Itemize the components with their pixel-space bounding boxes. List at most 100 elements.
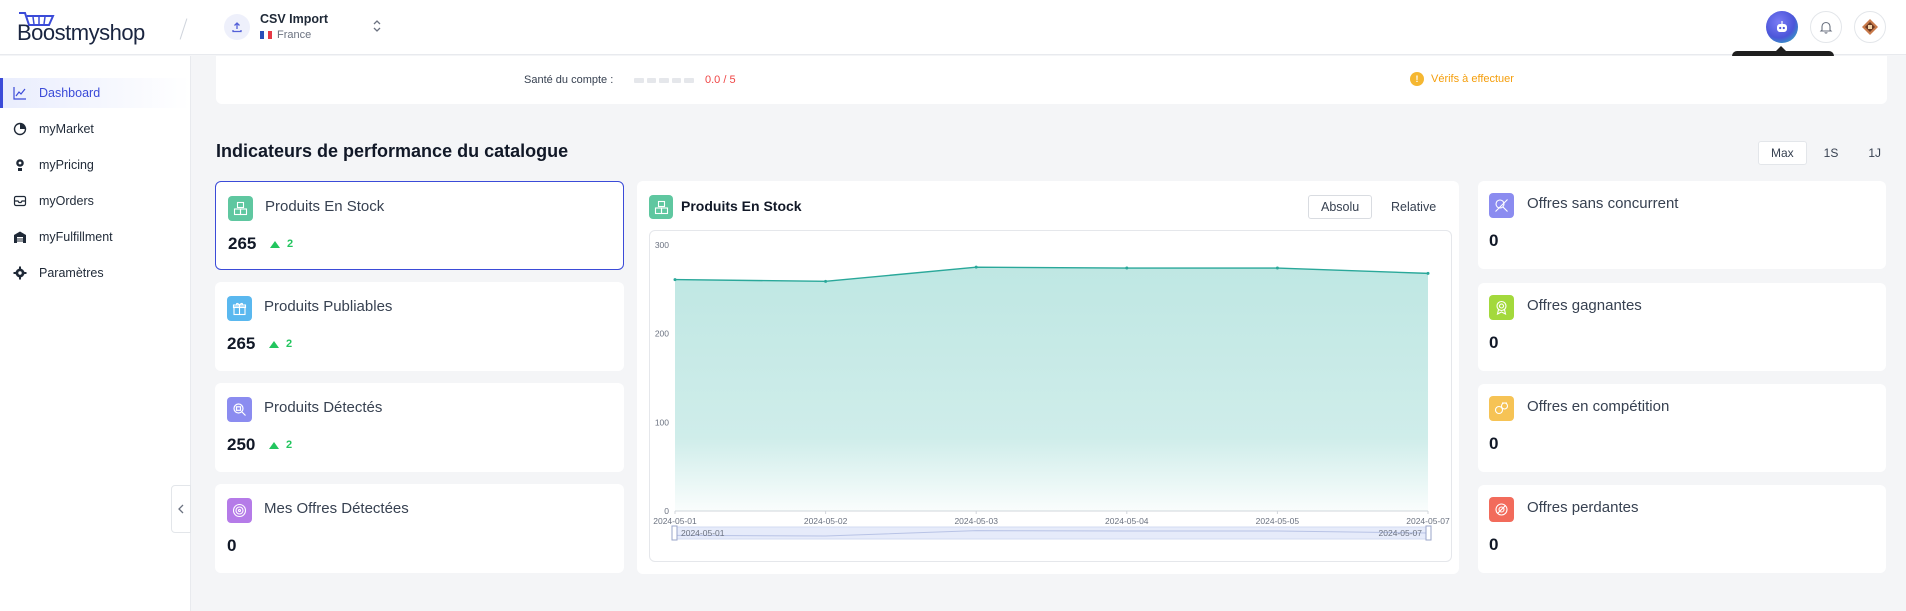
card-title: Mes Offres Détectées: [264, 500, 409, 517]
x-tick-label: 2024-05-07: [1406, 516, 1450, 526]
x-tick-label: 2024-05-02: [804, 516, 848, 526]
card-value: 250: [227, 435, 256, 454]
sidebar-item-mymarket[interactable]: myMarket: [0, 114, 190, 144]
collapse-sidebar-button[interactable]: [171, 485, 191, 533]
zoom-handle-start: [671, 525, 678, 541]
warning-icon: !: [1410, 72, 1424, 86]
x-tick-label: 2024-05-04: [1105, 516, 1149, 526]
y-tick-label: 100: [655, 417, 669, 427]
card-title: Offres sans concurrent: [1527, 195, 1679, 212]
card-value: 0: [227, 536, 237, 555]
card-title: Produits Détectés: [264, 399, 383, 416]
robot-icon: [1777, 21, 1787, 32]
source-selector[interactable]: CSV Import France: [224, 12, 381, 41]
inbox-icon: [13, 194, 27, 208]
data-point: [1426, 271, 1430, 275]
competition-icon: [1489, 396, 1514, 421]
sidebar-item-label: myPricing: [39, 158, 94, 172]
arrow-up-icon: [270, 240, 280, 248]
sidebar-item-label: Paramètres: [39, 266, 104, 280]
assistant-button[interactable]: [1766, 11, 1798, 43]
france-flag-icon: [260, 31, 272, 39]
sidebar-item-dashboard[interactable]: Dashboard: [0, 78, 190, 108]
gear-icon: [13, 266, 27, 280]
account-health-bar: Santé du compte : 0.0 / 5 ! Vérifs à eff…: [216, 56, 1887, 104]
sidebar-item-label: myOrders: [39, 194, 94, 208]
gift-box-icon: [227, 296, 252, 321]
card-produits-publiables[interactable]: Produits Publiables 265 2: [215, 282, 624, 371]
card-value: 0: [1489, 333, 1499, 352]
data-point: [673, 278, 677, 282]
magnifier-icon: [227, 397, 252, 422]
delta-value: 2: [287, 238, 294, 250]
mode-relative-button[interactable]: Relative: [1391, 200, 1437, 214]
card-delta: 2: [270, 238, 293, 250]
sidebar-item-myorders[interactable]: myOrders: [0, 186, 190, 216]
sidebar: Dashboard myMarket myPricing myOrders my…: [0, 56, 191, 611]
card-value: 0: [1489, 535, 1499, 554]
delta-value: 2: [286, 439, 293, 451]
losing-offer-icon: [1489, 497, 1514, 522]
card-title: Offres en compétition: [1527, 398, 1670, 415]
mode-absolu-button[interactable]: Absolu: [1308, 195, 1373, 219]
health-progress: [634, 78, 694, 83]
zoom-end-label: 2024-05-07: [1379, 528, 1423, 538]
zoom-start-label: 2024-05-01: [681, 528, 725, 538]
period-max[interactable]: Max: [1758, 141, 1807, 165]
boxes-icon: [649, 195, 673, 219]
no-competitor-icon: [1489, 193, 1514, 218]
card-offres-en-competition[interactable]: Offres en compétition 0: [1478, 384, 1886, 472]
top-bar: Boostmyshop CSV Import France: [0, 0, 1906, 55]
card-title: Offres perdantes: [1527, 499, 1639, 516]
user-avatar-button[interactable]: [1854, 11, 1886, 43]
series-area: [675, 267, 1428, 511]
source-country: France: [277, 29, 312, 41]
sidebar-item-label: myMarket: [39, 122, 94, 136]
card-title: Produits Publiables: [264, 298, 393, 315]
logo[interactable]: Boostmyshop: [17, 10, 145, 46]
chart-title: Produits En Stock: [681, 198, 802, 214]
sidebar-item-parametres[interactable]: Paramètres: [0, 258, 190, 288]
health-score: 0.0 / 5: [705, 74, 736, 86]
notifications-button[interactable]: [1810, 11, 1842, 43]
data-point: [824, 279, 828, 283]
checks-label: Vérifs à effectuer: [1431, 73, 1514, 85]
period-selector: Max 1S 1J: [1758, 141, 1894, 165]
card-title: Produits En Stock: [265, 198, 385, 215]
card-value: 265: [227, 334, 256, 353]
card-produits-detectes[interactable]: Produits Détectés 250 2: [215, 383, 624, 472]
chart-line-icon: [13, 86, 27, 100]
pricing-icon: [13, 158, 27, 172]
data-point: [974, 265, 978, 269]
data-point: [1275, 266, 1279, 270]
period-1s[interactable]: 1S: [1823, 146, 1839, 160]
top-actions: [1766, 11, 1886, 43]
source-country-row: France: [260, 29, 328, 41]
sidebar-item-label: Dashboard: [39, 86, 101, 100]
boxes-icon: [228, 196, 253, 221]
stock-area-chart[interactable]: 0 100 200 300 2024-05-01 2024-05-02 2024-05-03…: [650, 231, 1453, 563]
arrow-up-icon: [269, 441, 279, 449]
zoom-slider-track: [674, 526, 1429, 540]
avatar-icon: [1862, 19, 1878, 35]
x-tick-label: 2024-05-05: [1256, 516, 1300, 526]
card-value: 0: [1489, 434, 1499, 453]
data-point: [1125, 266, 1129, 270]
card-produits-en-stock[interactable]: Produits En Stock 265 2: [215, 181, 624, 270]
card-offres-perdantes[interactable]: Offres perdantes 0: [1478, 485, 1886, 573]
card-mes-offres-detectees[interactable]: Mes Offres Détectées 0: [215, 484, 624, 573]
card-title: Offres gagnantes: [1527, 297, 1642, 314]
card-offres-sans-concurrent[interactable]: Offres sans concurrent 0: [1478, 181, 1886, 269]
y-tick-label: 0: [664, 506, 669, 516]
sidebar-item-mypricing[interactable]: myPricing: [0, 150, 190, 180]
sidebar-item-myfulfillment[interactable]: myFulfillment: [0, 222, 190, 252]
zoom-handle-end: [1425, 525, 1432, 541]
chevron-left-icon: [178, 504, 184, 514]
period-1j[interactable]: 1J: [1868, 146, 1882, 160]
card-offres-gagnantes[interactable]: Offres gagnantes 0: [1478, 283, 1886, 371]
chevron-updown-icon: [373, 20, 381, 32]
section-title: Indicateurs de performance du catalogue: [216, 141, 569, 161]
checks-link[interactable]: ! Vérifs à effectuer: [1410, 72, 1514, 86]
health-label: Santé du compte :: [524, 74, 614, 86]
pie-chart-icon: [13, 122, 27, 136]
